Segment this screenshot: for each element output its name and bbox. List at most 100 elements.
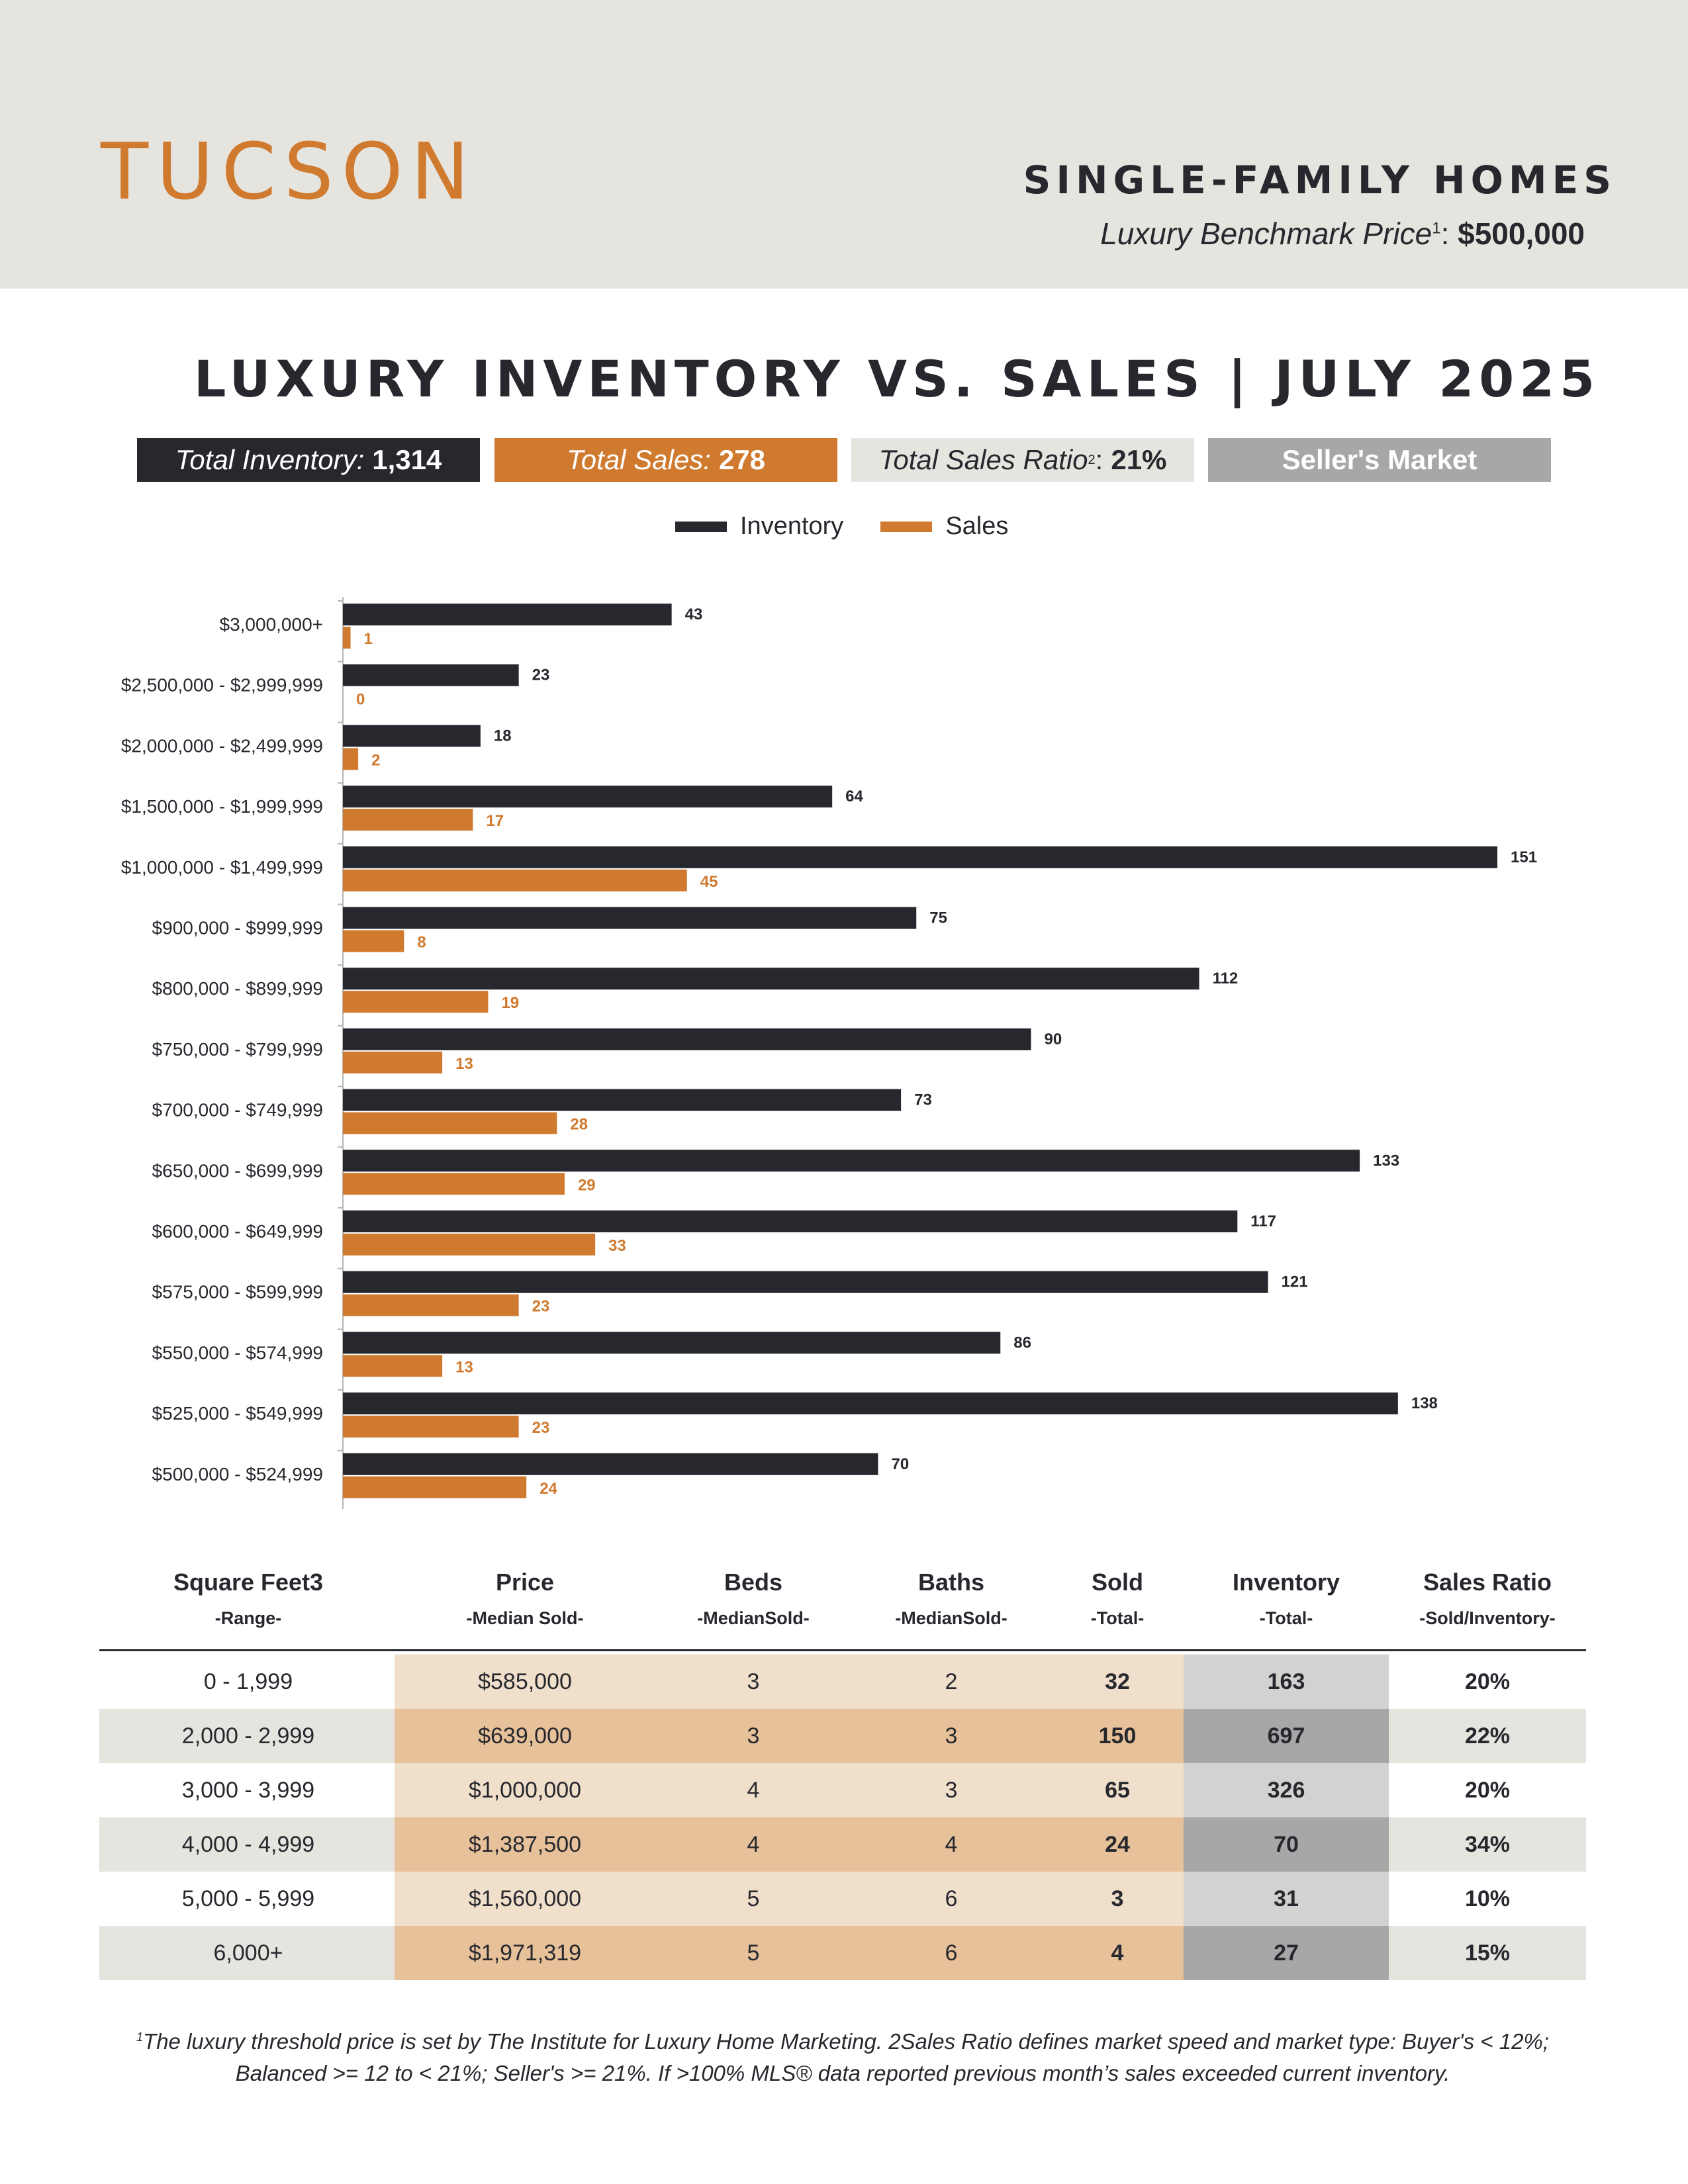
sales-value-label: 13 — [455, 1055, 473, 1073]
inventory-value-label: 23 — [532, 666, 550, 684]
inventory-value-label: 138 — [1411, 1394, 1438, 1412]
sales-bar — [343, 991, 489, 1013]
column-header-subtitle: -Median Sold- — [466, 1608, 584, 1628]
column-header-subtitle: -Range- — [214, 1608, 282, 1628]
city-title: TUCSON — [101, 126, 477, 217]
legend-sales-label: Sales — [945, 512, 1009, 540]
legend-inventory-label: Inventory — [740, 512, 844, 540]
table-cell: 4 — [1111, 1940, 1124, 1966]
table-cell: 27 — [1274, 1940, 1299, 1966]
inventory-band-shading — [1184, 1817, 1389, 1872]
table-cell: 70 — [1274, 1832, 1299, 1857]
table-cell: 24 — [1105, 1832, 1130, 1857]
sales-bar — [343, 809, 473, 831]
inventory-value-label: 121 — [1282, 1273, 1308, 1291]
benchmark-value: $500,000 — [1458, 216, 1585, 251]
table-row: 5,000 - 5,999 $1,560,000 5 6 3 31 10% — [99, 1872, 1586, 1926]
legend-sales-swatch — [880, 521, 933, 532]
column-header-subtitle: -MedianSold- — [697, 1608, 810, 1628]
column-header-subtitle: -Total- — [1259, 1608, 1313, 1628]
sales-ratio-badge: Total Sales Ratio 2:21% — [851, 438, 1194, 482]
column-header-subtitle: -Total- — [1090, 1608, 1145, 1628]
sales-value-label: 2 — [371, 751, 380, 769]
sales-value-label: 19 — [501, 994, 519, 1012]
footnote-line-2: Balanced >= 12 to < 21%; Seller's >= 21%… — [235, 2061, 1450, 2085]
category-label: $700,000 - $749,999 — [152, 1100, 323, 1120]
sales-value-label: 23 — [532, 1419, 550, 1437]
table-cell: 163 — [1267, 1669, 1305, 1694]
sales-value-label: 29 — [578, 1176, 596, 1194]
table-cell: 4 — [747, 1778, 760, 1803]
column-header-title: Baths — [917, 1569, 985, 1596]
inventory-bar — [343, 664, 519, 686]
column-header-title: Beds — [724, 1569, 783, 1596]
inventory-value-label: 73 — [914, 1091, 932, 1109]
sales-value-label: 28 — [570, 1116, 588, 1134]
inventory-label: Total Inventory: — [175, 444, 365, 475]
ratio-value: 21% — [1111, 444, 1167, 475]
column-header: Inventory -Total- — [1184, 1569, 1389, 1629]
inventory-band-shading — [1184, 1926, 1389, 1980]
table-cell: 15% — [1464, 1940, 1511, 1966]
table-cell: 3 — [1111, 1886, 1124, 1911]
inventory-bar — [343, 604, 672, 625]
sales-value-label: 17 — [486, 812, 504, 830]
table-cell: $639,000 — [478, 1723, 572, 1749]
total-sales-badge: Total Sales: 278 — [494, 438, 837, 482]
table-cell: $1,000,000 — [468, 1778, 582, 1803]
inventory-bar — [343, 786, 833, 808]
benchmark-price: Luxury Benchmark Price1: $500,000 — [1100, 216, 1585, 251]
table-row: 0 - 1,999 $585,000 3 2 32 163 20% — [99, 1655, 1586, 1709]
inventory-bar — [343, 907, 917, 929]
benchmark-footnote-mark: 1 — [1432, 219, 1441, 238]
sales-value: 278 — [718, 444, 765, 475]
chart-legend: Inventory Sales — [675, 512, 1045, 541]
table-cell: $1,560,000 — [468, 1886, 582, 1911]
column-header: Square Feet3 -Range- — [99, 1569, 397, 1629]
table-cell: 31 — [1274, 1886, 1299, 1911]
sales-bar — [343, 1294, 519, 1316]
column-header-title: Square Feet3 — [173, 1569, 324, 1596]
table-cell: 150 — [1098, 1723, 1137, 1749]
table-row: 2,000 - 2,999 $639,000 3 3 150 697 22% — [99, 1709, 1586, 1763]
inventory-band-shading — [1184, 1763, 1389, 1817]
inventory-value-label: 43 — [685, 606, 703, 623]
inventory-band-shading — [1184, 1872, 1389, 1926]
table-cell: 22% — [1464, 1723, 1511, 1749]
inventory-bar — [343, 1332, 1001, 1354]
table-cell: 3 — [945, 1723, 958, 1749]
table-cell: 4 — [747, 1832, 760, 1857]
ratio-label: Total Sales Ratio — [878, 444, 1088, 475]
column-header-subtitle: -MedianSold- — [895, 1608, 1008, 1628]
table-cell: 3 — [945, 1778, 958, 1803]
table-cell: 6 — [945, 1886, 958, 1911]
table-row: 6,000+ $1,971,319 5 6 4 27 15% — [99, 1926, 1586, 1980]
sales-value-label: 1 — [364, 630, 373, 648]
inventory-value-label: 117 — [1250, 1212, 1276, 1230]
category-label: $600,000 - $649,999 — [152, 1221, 323, 1242]
total-inventory-badge: Total Inventory: 1,314 — [137, 438, 480, 482]
inventory-bar — [343, 968, 1199, 990]
table-cell: 34% — [1464, 1832, 1511, 1857]
category-label: $900,000 - $999,999 — [152, 918, 323, 938]
inventory-value-label: 86 — [1013, 1334, 1031, 1351]
table-cell: 20% — [1464, 1669, 1511, 1694]
footnote-mark: 1 — [136, 2030, 144, 2044]
table-row: 3,000 - 3,999 $1,000,000 4 3 65 326 20% — [99, 1763, 1586, 1817]
inventory-bar — [343, 1453, 878, 1475]
category-label: $1,500,000 - $1,999,999 — [121, 796, 323, 817]
sales-bar — [343, 930, 404, 952]
table-cell: 2 — [945, 1669, 958, 1694]
table-cell: 2,000 - 2,999 — [181, 1723, 315, 1749]
table-cell: 3,000 - 3,999 — [181, 1778, 315, 1803]
ratio-footnote-mark: 2 — [1088, 452, 1096, 467]
price-band-shading — [395, 1763, 1283, 1817]
market-type-badge: Seller's Market — [1208, 438, 1551, 482]
column-header-title: Price — [495, 1569, 555, 1596]
inventory-value-label: 133 — [1373, 1152, 1399, 1169]
sales-bar — [343, 1112, 557, 1134]
table-cell: 10% — [1464, 1886, 1511, 1911]
table-header-rule — [99, 1649, 1586, 1651]
sales-value-label: 8 — [417, 934, 426, 952]
table-cell: 6,000+ — [213, 1940, 283, 1966]
